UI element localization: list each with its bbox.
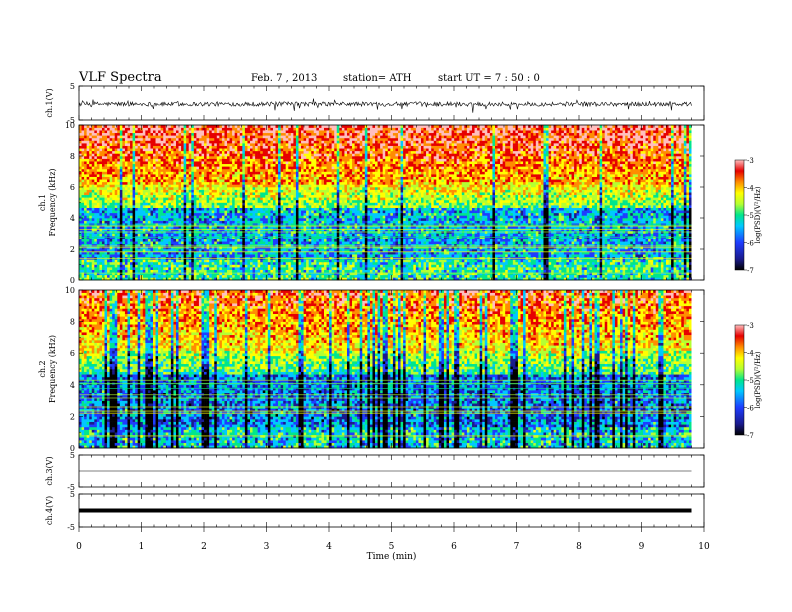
- x-axis-label: Time (min): [367, 551, 417, 562]
- colorbar-label: log(PSD)(V²/Hz): [754, 351, 762, 408]
- y-tick-label: -5: [67, 523, 75, 532]
- vlf-figure: 5-5ch.1(V)-7-6-5-4-3log(PSD)(V²/Hz)02468…: [0, 0, 792, 612]
- y-tick-label: 6: [70, 349, 75, 358]
- x-tick-label: 10: [698, 542, 710, 552]
- x-tick-label: 3: [264, 542, 270, 552]
- x-tick-label: 6: [451, 542, 457, 552]
- y-tick-label: 6: [70, 183, 75, 192]
- y-tick-label: 10: [65, 121, 75, 130]
- y-tick-label: 8: [70, 318, 75, 327]
- y-tick-label: 0: [70, 276, 75, 285]
- colorbar-tick-label: -5: [747, 377, 754, 385]
- x-tick-label: 9: [639, 542, 645, 552]
- y-axis-label: ch.4(V): [45, 496, 54, 525]
- colorbar-1: [735, 160, 744, 270]
- y-axis-label: Frequency (kHz): [48, 335, 57, 403]
- y-tick-label: 5: [70, 451, 75, 460]
- colorbar-tick-label: -7: [747, 432, 754, 440]
- y-axis-label: ch.2: [38, 360, 47, 377]
- colorbar-tick-label: -3: [747, 157, 754, 165]
- axis-frame: [79, 86, 704, 120]
- x-tick-label: 2: [201, 542, 207, 552]
- x-tick-label: 8: [576, 542, 582, 552]
- y-tick-label: 2: [70, 412, 75, 421]
- y-tick-label: 4: [70, 381, 75, 390]
- y-tick-label: 5: [70, 490, 75, 499]
- y-tick-label: 5: [70, 82, 75, 91]
- y-tick-label: 10: [65, 286, 75, 295]
- x-tick-label: 7: [514, 542, 520, 552]
- colorbar-tick-label: -7: [747, 267, 754, 275]
- x-tick-label: 5: [389, 542, 395, 552]
- spectrogram-cells-2: [79, 290, 692, 448]
- x-tick-label: 1: [139, 542, 145, 552]
- y-axis-label: Frequency (kHz): [48, 168, 57, 236]
- colorbar-2: [735, 325, 744, 435]
- y-tick-label: 4: [70, 214, 75, 223]
- spectrogram-cells-1: [79, 125, 692, 280]
- y-tick-label: 2: [70, 245, 75, 254]
- colorbar-tick-label: -3: [747, 322, 754, 330]
- x-tick-label: 0: [76, 542, 82, 552]
- y-axis-label: ch.3(V): [45, 456, 54, 485]
- x-tick-label: 4: [326, 542, 332, 552]
- no-data-strip: [692, 125, 705, 280]
- ch4-waveform-band: [79, 509, 692, 513]
- colorbar-tick-label: -5: [747, 212, 754, 220]
- y-tick-label: 8: [70, 152, 75, 161]
- ch1-waveform-line: [79, 99, 692, 113]
- y-axis-label: ch.1: [38, 194, 47, 211]
- no-data-strip: [692, 290, 705, 448]
- colorbar-label: log(PSD)(V²/Hz): [754, 186, 762, 243]
- y-axis-label: ch.1(V): [45, 88, 54, 117]
